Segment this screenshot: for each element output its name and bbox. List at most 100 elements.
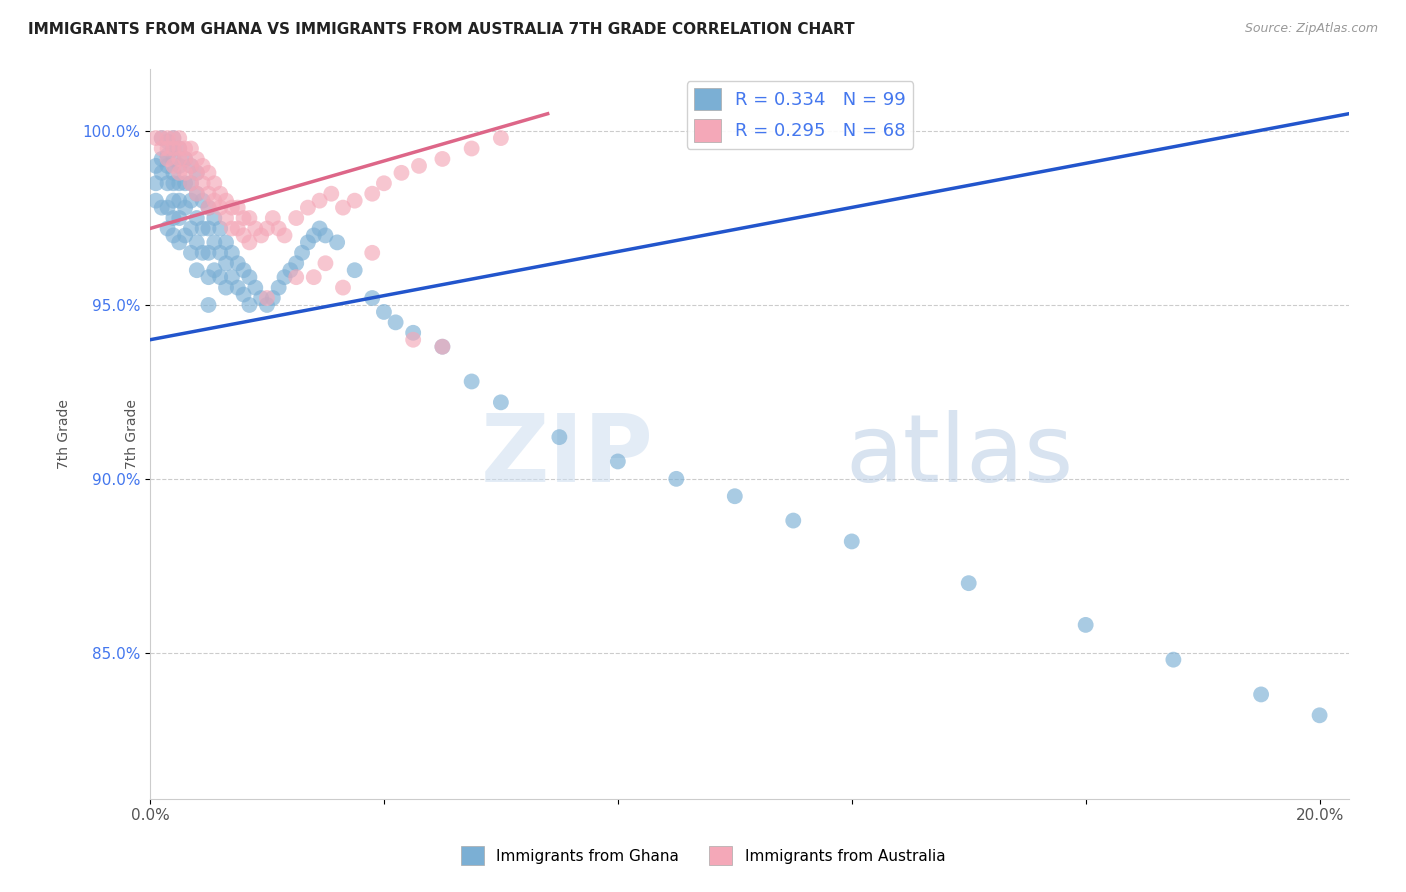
Point xyxy=(186,186,208,201)
Point xyxy=(202,263,225,277)
Point xyxy=(273,228,295,243)
Point xyxy=(321,186,343,201)
Point xyxy=(238,211,260,225)
Point xyxy=(180,176,202,190)
Point xyxy=(460,375,482,389)
Point xyxy=(1074,618,1097,632)
Point xyxy=(186,211,208,225)
Point xyxy=(174,228,197,243)
Point xyxy=(197,270,219,285)
Point xyxy=(285,211,308,225)
Point xyxy=(167,159,190,173)
Point xyxy=(308,194,330,208)
Point xyxy=(297,201,319,215)
Point xyxy=(150,166,173,180)
Point xyxy=(174,166,197,180)
Point xyxy=(302,228,325,243)
Point xyxy=(197,201,219,215)
Point xyxy=(197,201,219,215)
Point xyxy=(302,270,325,285)
Point xyxy=(332,201,354,215)
Point xyxy=(226,256,249,270)
Point xyxy=(156,148,179,162)
Point xyxy=(489,395,512,409)
Point xyxy=(238,270,260,285)
Point xyxy=(724,489,747,503)
Point xyxy=(238,235,260,250)
Point xyxy=(232,228,254,243)
Point xyxy=(150,141,173,155)
Point xyxy=(782,514,804,528)
Point xyxy=(156,152,179,166)
Point xyxy=(162,228,184,243)
Point xyxy=(197,166,219,180)
Point xyxy=(150,131,173,145)
Point xyxy=(221,245,243,260)
Point xyxy=(391,166,413,180)
Point xyxy=(156,159,179,173)
Point xyxy=(202,211,225,225)
Point xyxy=(226,280,249,294)
Point xyxy=(221,201,243,215)
Point xyxy=(156,135,179,149)
Point xyxy=(665,472,688,486)
Point xyxy=(156,176,179,190)
Point xyxy=(232,263,254,277)
Point xyxy=(162,159,184,173)
Point xyxy=(156,201,179,215)
Point xyxy=(432,152,454,166)
Point xyxy=(408,159,430,173)
Point xyxy=(314,256,336,270)
Point xyxy=(226,201,249,215)
Point xyxy=(197,245,219,260)
Point xyxy=(308,221,330,235)
Point xyxy=(186,263,208,277)
Point xyxy=(215,256,238,270)
Point xyxy=(162,131,184,145)
Y-axis label: 7th Grade: 7th Grade xyxy=(58,399,72,468)
Point xyxy=(267,221,290,235)
Point xyxy=(167,176,190,190)
Point xyxy=(232,211,254,225)
Point xyxy=(256,221,278,235)
Point xyxy=(202,176,225,190)
Text: atlas: atlas xyxy=(845,409,1074,501)
Point xyxy=(250,291,273,305)
Point xyxy=(150,131,173,145)
Point xyxy=(202,235,225,250)
Point xyxy=(162,176,184,190)
Point xyxy=(202,194,225,208)
Point xyxy=(167,235,190,250)
Legend: R = 0.334   N = 99, R = 0.295   N = 68: R = 0.334 N = 99, R = 0.295 N = 68 xyxy=(686,81,914,149)
Point xyxy=(180,194,202,208)
Point xyxy=(180,176,202,190)
Point xyxy=(180,221,202,235)
Point xyxy=(191,221,214,235)
Point xyxy=(197,186,219,201)
Point xyxy=(180,141,202,155)
Point xyxy=(215,194,238,208)
Point xyxy=(162,131,184,145)
Point xyxy=(262,291,284,305)
Point xyxy=(489,131,512,145)
Point xyxy=(162,141,184,155)
Point xyxy=(180,245,202,260)
Point xyxy=(1163,653,1185,667)
Point xyxy=(162,194,184,208)
Point xyxy=(167,211,190,225)
Point xyxy=(215,211,238,225)
Point xyxy=(285,270,308,285)
Point xyxy=(432,340,454,354)
Point xyxy=(402,326,425,340)
Text: ZIP: ZIP xyxy=(481,409,654,501)
Point xyxy=(209,201,232,215)
Point xyxy=(191,176,214,190)
Point xyxy=(332,280,354,294)
Text: IMMIGRANTS FROM GHANA VS IMMIGRANTS FROM AUSTRALIA 7TH GRADE CORRELATION CHART: IMMIGRANTS FROM GHANA VS IMMIGRANTS FROM… xyxy=(28,22,855,37)
Point xyxy=(191,194,214,208)
Point xyxy=(215,280,238,294)
Point xyxy=(167,152,190,166)
Point xyxy=(326,235,349,250)
Point xyxy=(156,221,179,235)
Point xyxy=(256,298,278,312)
